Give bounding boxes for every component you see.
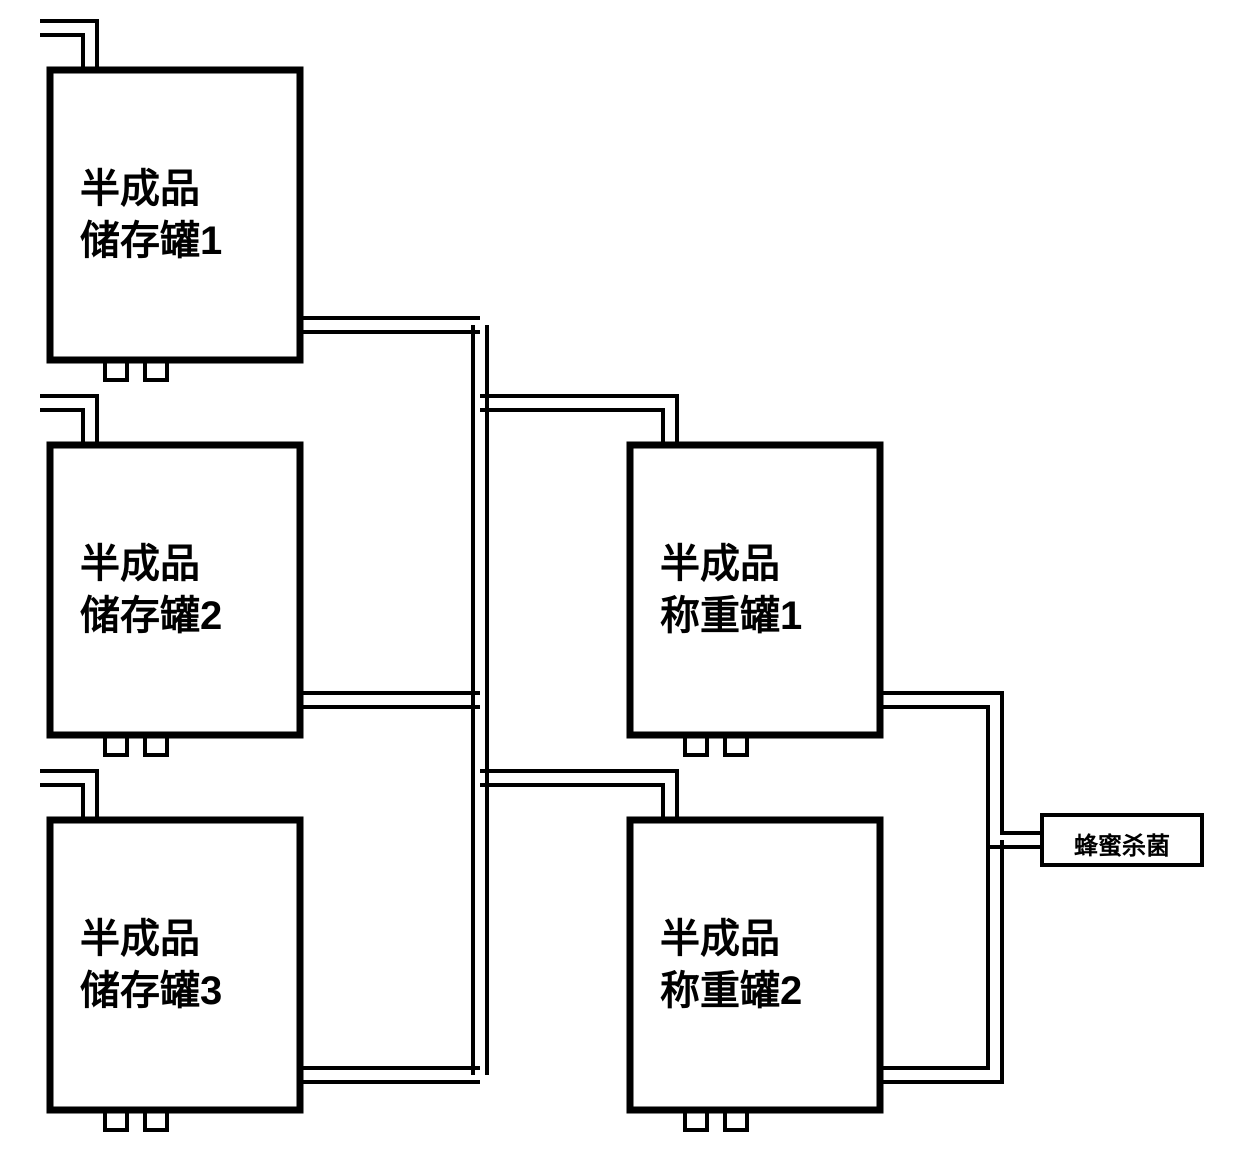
storage1-label: 半成品储存罐1 [80, 163, 222, 267]
storage2-label: 半成品储存罐2 [80, 538, 222, 642]
weigh2-label: 半成品称重罐2 [660, 913, 802, 1017]
output-box-label: 蜂蜜杀菌 [1042, 826, 1202, 861]
weigh1-label: 半成品称重罐1 [660, 538, 802, 642]
storage3-label: 半成品储存罐3 [80, 913, 222, 1017]
